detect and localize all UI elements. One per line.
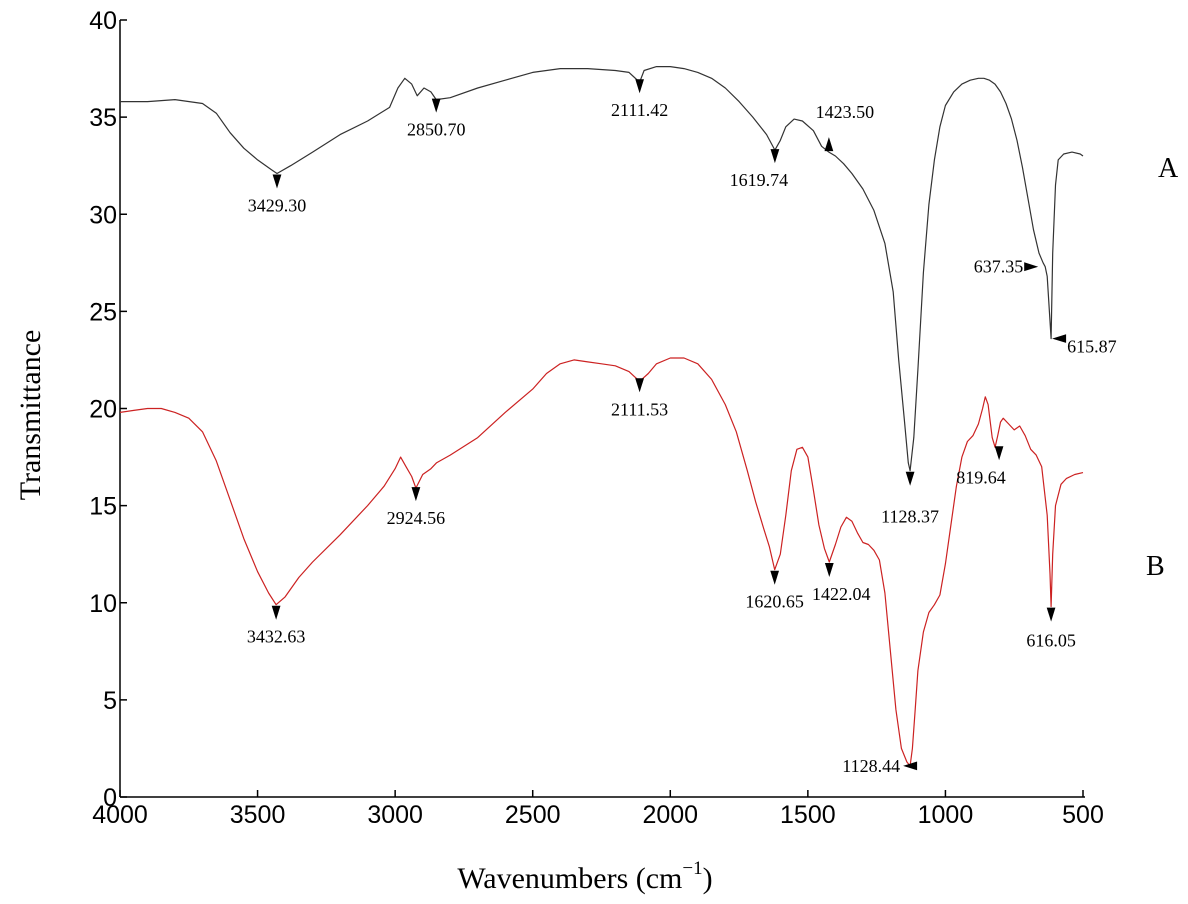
series-lines (119, 65, 1084, 767)
peak-label: 1619.74 (730, 170, 789, 190)
peak-marker-icon (411, 487, 421, 502)
x-tick-label: 2000 (642, 801, 698, 829)
y-tick-label: 15 (89, 493, 117, 521)
peak-marker-icon (770, 570, 779, 585)
peak-label: 819.64 (956, 467, 1006, 487)
series-line-b (119, 357, 1084, 767)
peak-marker-icon (431, 98, 441, 113)
peak-label: 637.35 (974, 257, 1024, 277)
x-axis-title: Wavenumbers (cm−1) (457, 858, 712, 895)
x-tick-label: 3000 (367, 801, 423, 829)
x-tick-label: 2500 (505, 801, 561, 829)
y-tick-label: 5 (103, 687, 117, 715)
y-tick-label: 35 (89, 104, 117, 132)
y-tick-label: 20 (89, 396, 117, 424)
y-tick-label: 10 (89, 590, 117, 618)
x-tick-label: 500 (1062, 801, 1104, 829)
peak-marker-icon (903, 761, 918, 771)
peak-label: 1128.44 (842, 756, 900, 776)
peak-marker-icon (905, 471, 915, 486)
peak-marker-icon (824, 563, 834, 577)
x-tick-label: 1000 (918, 801, 974, 829)
x-tick-label: 3500 (230, 801, 286, 829)
x-axis-title-superscript: −1 (682, 858, 702, 879)
y-tick-label: 30 (89, 201, 117, 229)
y-tick-label: 0 (103, 784, 117, 812)
peak-annotations: 3429.30 2850.70 2111.42 1619.74 1423.50 1128.… (247, 79, 1117, 776)
peak-label: 1423.50 (816, 102, 875, 122)
x-tick-label: 1500 (780, 801, 836, 829)
y-tick-label: 40 (89, 7, 117, 35)
y-axis-title: Transmittance (14, 330, 47, 501)
peak-label: 2924.56 (387, 508, 446, 528)
series-label-a: A (1158, 153, 1179, 184)
peak-marker-icon (635, 378, 644, 393)
peak-marker-icon (770, 149, 780, 164)
x-axis-ticks: 4000 3500 3000 2500 2000 1500 1000 500 (92, 790, 1104, 829)
series-label-b: B (1146, 551, 1165, 582)
peak-label: 616.05 (1026, 631, 1076, 651)
peak-label: 1422.04 (812, 584, 871, 604)
series-line-a (120, 65, 1084, 472)
peak-label: 3432.63 (247, 627, 306, 647)
peak-marker-icon (1052, 334, 1067, 343)
peak-marker-icon (271, 605, 281, 620)
peak-marker-icon (272, 174, 282, 189)
axes (119, 20, 1085, 798)
y-tick-label: 25 (89, 298, 117, 326)
peak-marker-icon (1046, 607, 1056, 622)
peak-label: 2111.53 (611, 399, 668, 419)
peak-label: 1128.37 (881, 507, 939, 527)
peak-marker-icon (1024, 262, 1039, 272)
x-axis-title-close: ) (703, 862, 713, 895)
peak-marker-icon (994, 446, 1004, 461)
x-tick-label: 4000 (92, 801, 148, 829)
peak-marker-icon (824, 137, 834, 152)
peak-marker-icon (635, 79, 644, 94)
y-axis-ticks: 0 5 10 15 20 25 30 35 40 (89, 7, 127, 812)
x-axis-title-main: Wavenumbers (cm (457, 862, 682, 895)
peak-label: 2850.70 (407, 120, 466, 140)
peak-label: 2111.42 (611, 100, 668, 120)
peak-label: 615.87 (1067, 337, 1117, 357)
peak-label: 1620.65 (745, 592, 804, 612)
peak-label: 3429.30 (248, 195, 307, 215)
